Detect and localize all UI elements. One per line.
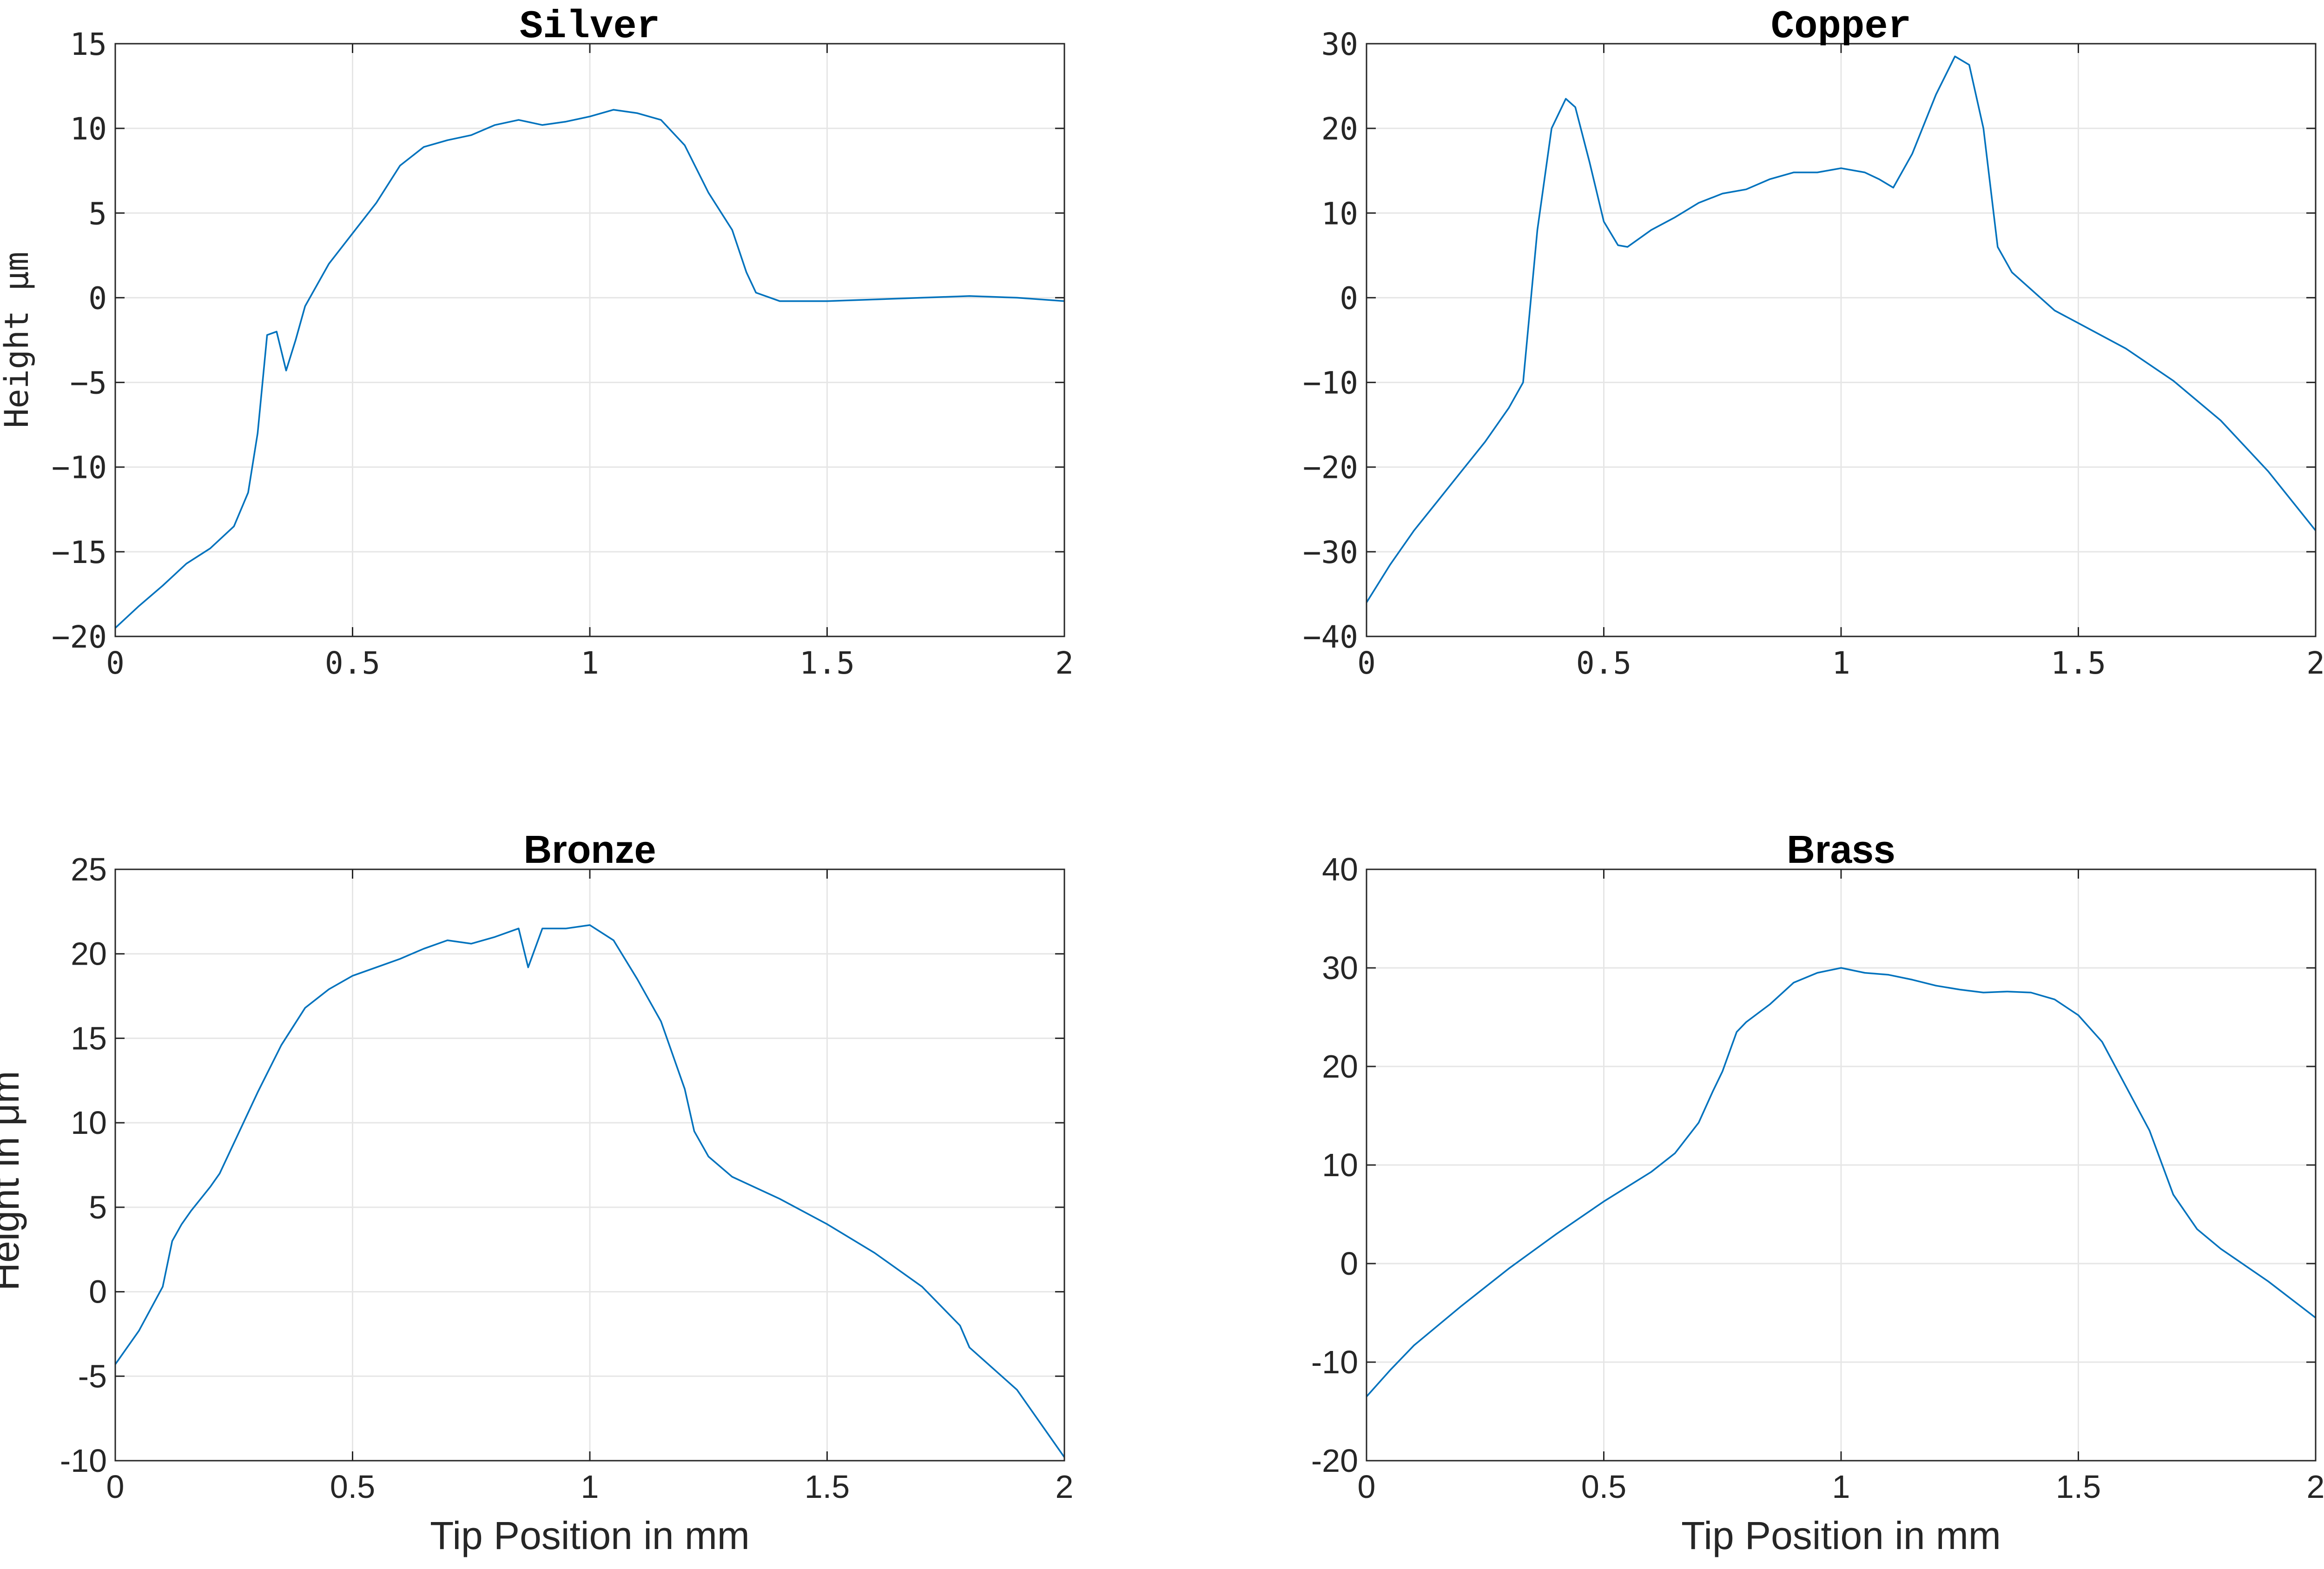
series-line [114,109,1065,629]
x-tick-label: 2 [2307,1469,2324,1505]
x-tick-label: 0.5 [325,645,380,681]
y-tick-label: 15 [70,26,107,62]
y-axis-label: Height μm [0,252,36,428]
y-tick-label: 5 [89,1189,107,1225]
chart-title: Bronze [524,828,656,871]
y-tick-label: 40 [1322,851,1358,887]
chart-panel-brass: 0 0.5 1 1.5 2 40 30 20 10 0 -10 -20 Brass Tip Positio… [1311,828,2324,1557]
x-tick-label: 2 [1055,645,1074,681]
x-tick-label: 1 [581,645,599,681]
chart-title: Copper [1771,5,1911,49]
axes-box [1366,43,2317,637]
y-tick-label: −5 [70,365,107,401]
y-tick-label: 10 [1321,196,1358,232]
chart-panel-silver: 0 0.5 1 1.5 2 15 10 5 0 −5 −10 −15 −20 Silver Height μ… [0,5,1074,681]
y-tick-label: 10 [71,1105,107,1141]
series-line [1366,967,2317,1397]
y-tick-label: 0 [1340,1245,1358,1282]
y-tick-label: -5 [78,1358,107,1394]
y-tick-label: 20 [1321,111,1358,147]
y-tick-label: -10 [1311,1344,1358,1380]
chart-title: Brass [1787,828,1895,871]
y-tick-label: 10 [1322,1147,1358,1183]
y-tick-label: 15 [71,1020,107,1056]
y-tick-label: −10 [52,450,107,486]
y-tick-label: -10 [60,1443,107,1479]
chart-title: Silver [520,5,660,49]
axes-box [1366,868,2317,1462]
x-tick-label: 1.5 [2056,1469,2101,1505]
axes-box [114,43,1065,637]
y-tick-label: 0 [89,1274,107,1310]
x-tick-label: 1 [1832,645,1850,681]
chart-panel-bronze: 0 0.5 1 1.5 2 25 20 15 10 5 0 -5 -10 Bronze Tip Positi… [0,828,1073,1557]
x-tick-label: 0.5 [1576,645,1631,681]
y-tick-label: 30 [1322,950,1358,986]
y-tick-label: 20 [1322,1048,1358,1085]
x-axis-label: Tip Position in mm [1681,1514,2001,1557]
x-tick-label: 1.5 [799,645,855,681]
x-tick-label: 0 [1358,1469,1376,1505]
x-axis-label: Tip Position in mm [430,1514,750,1557]
y-tick-label: 25 [71,851,107,887]
y-tick-label: 0 [88,280,107,316]
chart-panel-copper: 0 0.5 1 1.5 2 30 20 10 0 −10 −20 −30 −40 Copper [1303,5,2324,681]
y-tick-label: 30 [1321,26,1358,62]
axes-box [114,868,1065,1462]
x-tick-label: 1 [581,1469,599,1505]
x-tick-label: 1.5 [805,1469,850,1505]
y-tick-label: −15 [52,535,107,570]
y-tick-label: 5 [88,196,107,232]
y-tick-label: −30 [1303,535,1358,570]
x-tick-label: 2 [2306,645,2324,681]
y-tick-label: -20 [1311,1443,1358,1479]
x-tick-label: 0 [106,1469,125,1505]
x-tick-label: 0.5 [1581,1469,1626,1505]
y-axis-label: Height in μm [0,1071,27,1291]
y-tick-label: 20 [71,936,107,972]
x-tick-label: 1 [1832,1469,1850,1505]
series-line [114,924,1065,1458]
y-tick-label: −10 [1303,365,1358,401]
x-tick-label: 0 [106,645,125,681]
x-tick-label: 0.5 [330,1469,375,1505]
y-tick-label: −40 [1303,619,1358,655]
series-line [1366,55,2317,603]
y-tick-label: 0 [1340,280,1358,316]
y-tick-label: 10 [70,111,107,147]
y-tick-label: −20 [52,619,107,655]
y-tick-label: −20 [1303,450,1358,486]
x-tick-label: 2 [1056,1469,1074,1505]
x-tick-label: 0 [1357,645,1376,681]
x-tick-label: 1.5 [2051,645,2106,681]
